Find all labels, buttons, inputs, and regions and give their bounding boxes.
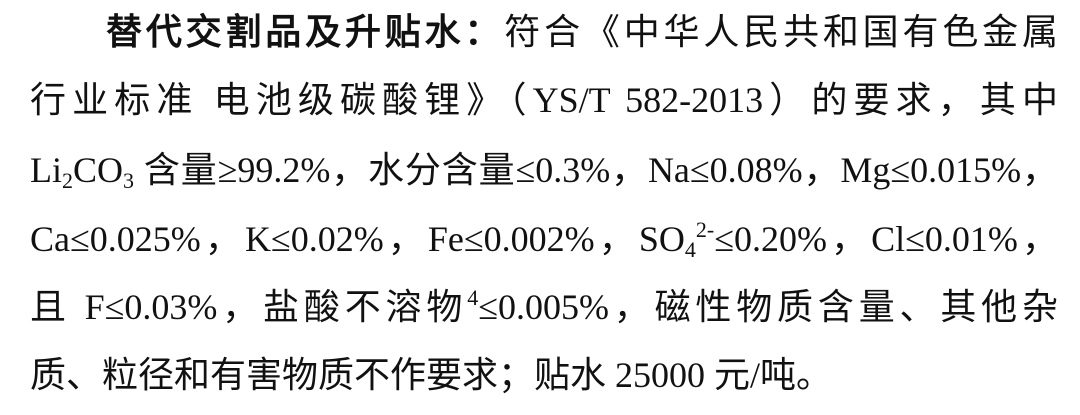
line-1: 替代交割品及升贴水：符合《中华人民共和国有色金属 [106,12,1058,52]
line-6: 质、粒径和有害物质不作要求；贴水 25000 元/吨。 [30,355,833,395]
text: 且 F≤0.03%，盐酸不溶物 [30,287,468,327]
text: 含量≥99.2%，水分含量≤0.3%，Na≤0.08%，Mg≤0.015%， [143,150,1058,190]
subscript: 2 [62,168,73,193]
footnote-marker: 4 [467,285,479,310]
line-4: Ca≤0.025%，K≤0.02%，Fe≤0.002%，SO42-≤0.20%，… [30,217,1058,262]
line-3: Li2CO3 含量≥99.2%，水分含量≤0.3%，Na≤0.08%，Mg≤0.… [30,150,1058,193]
subscript: 3 [123,168,135,193]
text: ≤0.20%，Cl≤0.01%， [714,219,1058,259]
subscript: 4 [684,237,696,262]
section-heading: 替代交割品及升贴水： [106,12,505,52]
text: Ca≤0.025%，K≤0.02%，Fe≤0.002%，SO [30,219,685,259]
line-1-text: 符合《中华人民共和国有色金属 [504,12,1058,52]
text: CO [73,150,124,190]
text: ≤0.005%，磁性物质含量、其他杂 [478,287,1058,327]
line-5: 且 F≤0.03%，盐酸不溶物4≤0.005%，磁性物质含量、其他杂 [30,285,1058,328]
line-2: 行业标准 电池级碳酸锂》（YS/T 582-2013）的要求，其中 [30,80,1058,120]
superscript: 2- [695,217,715,242]
text: Li [30,150,62,190]
